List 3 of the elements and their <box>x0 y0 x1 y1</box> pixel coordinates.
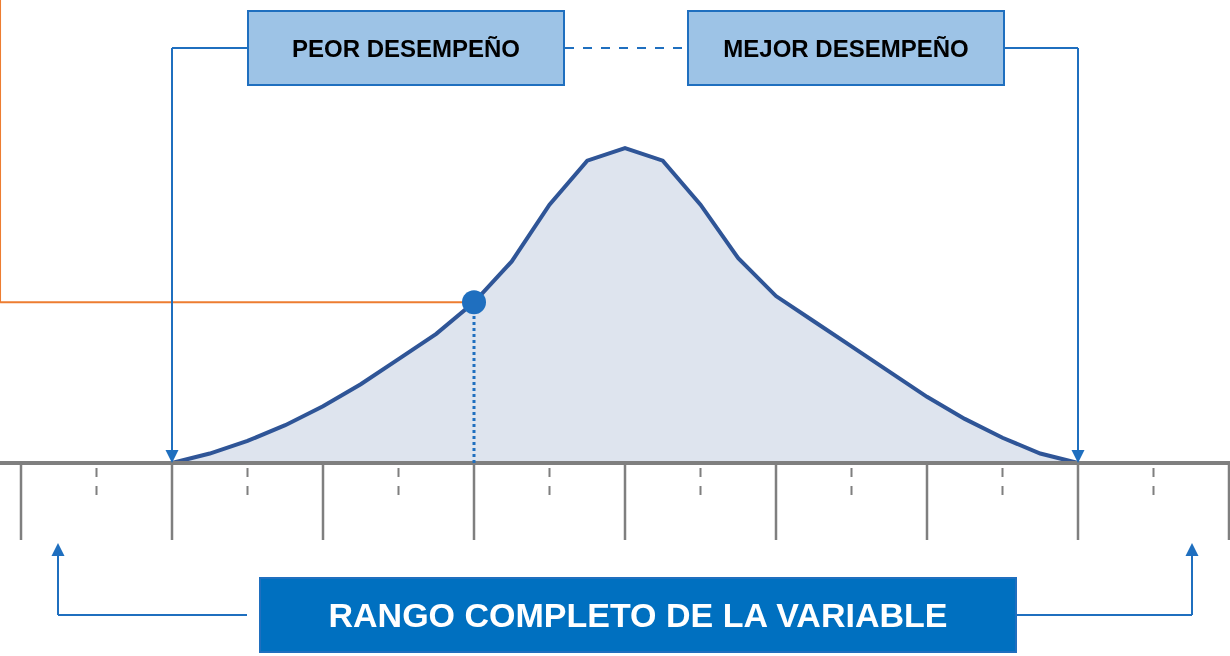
text: RANGO COMPLETO DE LA VARIABLE <box>328 596 948 634</box>
text: MEJOR DESEMPEÑO <box>723 34 969 62</box>
text: PEOR DESEMPEÑO <box>291 34 521 62</box>
